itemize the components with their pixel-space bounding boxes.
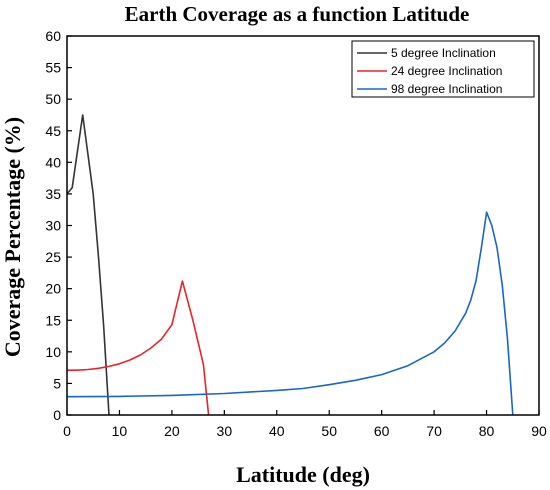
- y-tick-label: 15: [45, 312, 61, 328]
- x-tick-label: 40: [269, 423, 285, 439]
- y-tick-label: 20: [45, 281, 61, 297]
- legend: 5 degree Inclination 24 degree Inclinatio…: [351, 40, 535, 98]
- y-tick-label: 35: [45, 186, 61, 202]
- series-line-0: [66, 114, 110, 416]
- x-tick-label: 70: [426, 423, 442, 439]
- legend-entry: 24 degree Inclination: [391, 64, 502, 78]
- y-tick-label: 30: [45, 218, 61, 234]
- y-tick-label: 45: [45, 123, 61, 139]
- y-tick-label: 40: [45, 154, 61, 170]
- legend-entry: 5 degree Inclination: [391, 46, 496, 60]
- y-tick-label: 50: [45, 91, 61, 107]
- x-tick-label: 80: [479, 423, 495, 439]
- y-axis-label: Coverage Percentage (%): [0, 117, 25, 357]
- series-lines: [66, 114, 514, 416]
- chart-title: Earth Coverage as a function Latitude: [125, 2, 470, 26]
- y-tick-label: 10: [45, 344, 61, 360]
- x-tick-label: 10: [112, 423, 128, 439]
- x-tick-label: 20: [164, 423, 180, 439]
- x-tick-label: 90: [531, 423, 547, 439]
- series-line-1: [67, 280, 210, 416]
- series-line-2: [66, 211, 514, 416]
- x-tick-label: 60: [374, 423, 390, 439]
- y-tick-label: 60: [45, 28, 61, 44]
- y-tick-label: 5: [53, 375, 61, 391]
- x-axis-label: Latitude (deg): [236, 462, 370, 487]
- plot-frame: [66, 35, 540, 416]
- x-tick-label: 30: [217, 423, 233, 439]
- y-tick-label: 0: [53, 407, 61, 423]
- x-tick-label: 50: [321, 423, 337, 439]
- y-tick-label: 25: [45, 249, 61, 265]
- x-tick-label: 0: [63, 423, 71, 439]
- y-tick-label: 55: [45, 60, 61, 76]
- legend-entry: 98 degree Inclination: [391, 82, 502, 96]
- legend-box: [351, 40, 535, 98]
